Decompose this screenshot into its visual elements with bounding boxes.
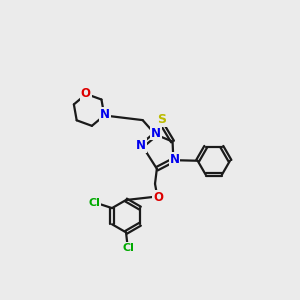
Text: N: N <box>151 127 161 140</box>
Text: N: N <box>136 139 146 152</box>
Text: O: O <box>81 88 91 100</box>
Text: Cl: Cl <box>122 243 134 253</box>
Text: N: N <box>100 108 110 121</box>
Text: Cl: Cl <box>88 198 100 208</box>
Text: S: S <box>157 113 166 126</box>
Text: O: O <box>153 191 163 204</box>
Text: N: N <box>169 153 179 166</box>
